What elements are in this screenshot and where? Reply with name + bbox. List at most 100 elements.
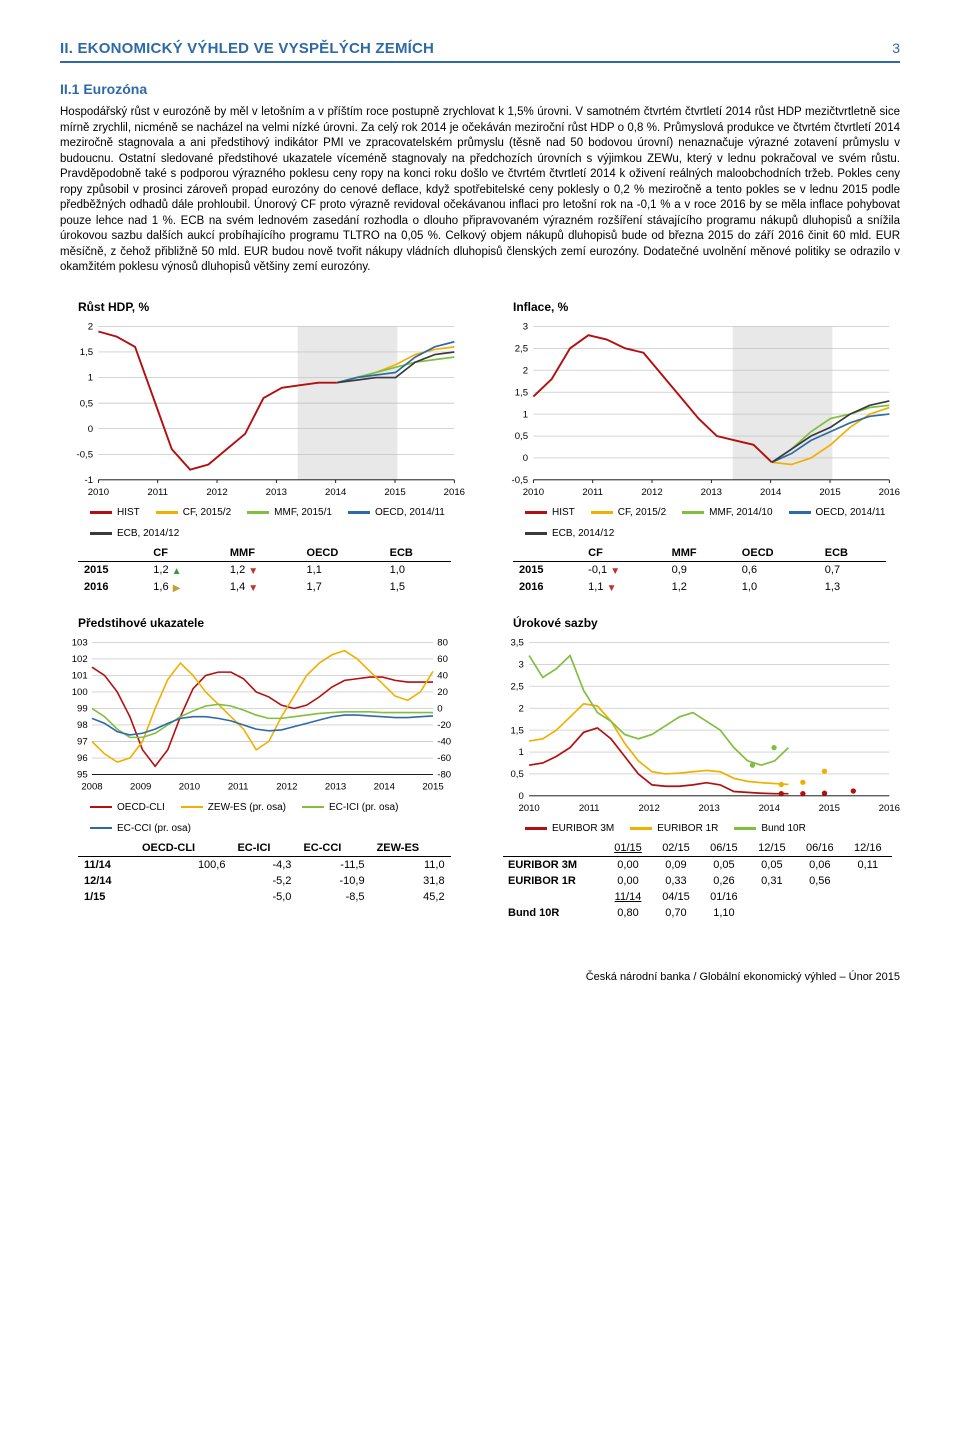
gdp-panel: Růst HDP, % -1-0,500,511,522010201120122… [60, 300, 465, 596]
legend-item: ECB, 2014/12 [525, 528, 614, 539]
legend-label: CF, 2015/2 [183, 507, 231, 518]
svg-text:95: 95 [77, 770, 88, 781]
svg-text:2010: 2010 [523, 486, 544, 497]
svg-text:2,5: 2,5 [510, 681, 523, 692]
svg-text:2014: 2014 [374, 781, 396, 792]
rates-table: 01/1502/1506/1512/1506/1612/16EURIBOR 3M… [503, 840, 892, 921]
svg-text:2013: 2013 [325, 781, 346, 792]
page-header: II. EKONOMICKÝ VÝHLED VE VYSPĚLÝCH ZEMÍC… [60, 40, 900, 63]
legend-item: EC-CCI (pr. osa) [90, 823, 191, 834]
svg-text:103: 103 [72, 637, 88, 648]
svg-text:80: 80 [437, 637, 448, 648]
svg-text:2015: 2015 [819, 486, 840, 497]
legend-item: Bund 10R [734, 823, 805, 834]
svg-text:0: 0 [523, 453, 528, 464]
legend-item: HIST [525, 507, 575, 518]
svg-text:2014: 2014 [325, 486, 347, 497]
svg-text:2011: 2011 [582, 486, 603, 497]
svg-text:2,5: 2,5 [515, 343, 528, 354]
svg-text:2010: 2010 [88, 486, 109, 497]
svg-text:0,5: 0,5 [80, 398, 93, 409]
svg-text:2010: 2010 [518, 803, 539, 814]
inflation-table: CFMMFOECDECB2015-0,1 ▼0,90,60,720161,1 ▼… [513, 545, 886, 596]
legend-label: OECD-CLI [117, 802, 165, 813]
svg-text:0: 0 [437, 704, 442, 715]
svg-text:-20: -20 [437, 720, 451, 731]
inflation-title: Inflace, % [513, 300, 900, 314]
leading-chart: 9596979899100101102103-80-60-40-20020406… [60, 636, 465, 796]
rates-legend: EURIBOR 3M EURIBOR 1R Bund 10R [525, 823, 900, 834]
legend-item: ECB, 2014/12 [90, 528, 179, 539]
legend-item: ZEW-ES (pr. osa) [181, 802, 286, 813]
svg-text:1,5: 1,5 [515, 387, 528, 398]
footer: Česká národní banka / Globální ekonomick… [60, 971, 900, 983]
svg-text:1,5: 1,5 [80, 347, 93, 358]
legend-label: EURIBOR 3M [552, 823, 614, 834]
svg-text:3,5: 3,5 [510, 637, 523, 648]
svg-text:-1: -1 [85, 475, 94, 486]
charts-grid: Růst HDP, % -1-0,500,511,522010201120122… [60, 300, 900, 921]
legend-label: Bund 10R [761, 823, 805, 834]
svg-text:1: 1 [88, 372, 93, 383]
legend-label: HIST [117, 507, 140, 518]
legend-label: EC-ICI (pr. osa) [329, 802, 398, 813]
svg-text:2012: 2012 [639, 803, 660, 814]
legend-label: ECB, 2014/12 [117, 528, 179, 539]
legend-label: EURIBOR 1R [657, 823, 718, 834]
svg-text:102: 102 [72, 654, 88, 665]
body-text: Hospodářský růst v eurozóně by měl v let… [60, 105, 900, 276]
inflation-legend: HIST CF, 2015/2 MMF, 2014/10 OECD, 2014/11 E… [525, 507, 900, 539]
legend-label: CF, 2015/2 [618, 507, 666, 518]
svg-text:2014: 2014 [759, 803, 781, 814]
svg-text:1: 1 [523, 409, 528, 420]
svg-text:20: 20 [437, 687, 448, 698]
svg-text:99: 99 [77, 704, 88, 715]
svg-text:97: 97 [77, 737, 88, 748]
gdp-legend: HIST CF, 2015/2 MMF, 2015/1 OECD, 2014/11 EC… [90, 507, 465, 539]
legend-item: EURIBOR 3M [525, 823, 614, 834]
svg-text:2009: 2009 [130, 781, 151, 792]
inflation-chart: -0,500,511,522,5320102011201220132014201… [495, 320, 900, 501]
svg-text:3: 3 [518, 659, 523, 670]
svg-text:-0,5: -0,5 [77, 449, 94, 460]
legend-item: MMF, 2015/1 [247, 507, 332, 518]
svg-text:2013: 2013 [266, 486, 287, 497]
svg-text:2: 2 [518, 703, 523, 714]
svg-text:2016: 2016 [879, 486, 900, 497]
gdp-chart: -1-0,500,511,522010201120122013201420152… [60, 320, 465, 501]
legend-label: OECD, 2014/11 [375, 507, 445, 518]
legend-item: MMF, 2014/10 [682, 507, 772, 518]
svg-text:0,5: 0,5 [510, 769, 523, 780]
legend-label: MMF, 2014/10 [709, 507, 772, 518]
svg-text:2013: 2013 [701, 486, 722, 497]
svg-text:3: 3 [523, 321, 528, 332]
svg-text:96: 96 [77, 753, 88, 764]
svg-text:0: 0 [518, 791, 523, 802]
section-heading: II.1 Eurozóna [60, 81, 900, 97]
svg-text:2011: 2011 [579, 803, 600, 814]
svg-text:0,5: 0,5 [515, 431, 528, 442]
rates-panel: Úrokové sazby 00,511,522,533,52010201120… [495, 616, 900, 921]
legend-item: EC-ICI (pr. osa) [302, 802, 398, 813]
svg-text:2: 2 [88, 321, 93, 332]
svg-text:-0,5: -0,5 [512, 475, 529, 486]
svg-text:2015: 2015 [384, 486, 405, 497]
header-pagenum: 3 [892, 40, 900, 56]
legend-label: OECD, 2014/11 [816, 507, 886, 518]
legend-item: EURIBOR 1R [630, 823, 718, 834]
svg-text:2016: 2016 [879, 803, 900, 814]
svg-text:2008: 2008 [81, 781, 102, 792]
legend-item: CF, 2015/2 [156, 507, 231, 518]
svg-text:2011: 2011 [147, 486, 168, 497]
header-title: II. EKONOMICKÝ VÝHLED VE VYSPĚLÝCH ZEMÍC… [60, 40, 872, 57]
leading-title: Předstihové ukazatele [78, 616, 465, 630]
legend-item: CF, 2015/2 [591, 507, 666, 518]
legend-label: ZEW-ES (pr. osa) [208, 802, 286, 813]
svg-text:2013: 2013 [699, 803, 720, 814]
legend-label: HIST [552, 507, 575, 518]
svg-text:2010: 2010 [179, 781, 200, 792]
svg-text:2016: 2016 [444, 486, 465, 497]
svg-text:1,5: 1,5 [510, 725, 523, 736]
legend-item: HIST [90, 507, 140, 518]
svg-text:2: 2 [523, 365, 528, 376]
